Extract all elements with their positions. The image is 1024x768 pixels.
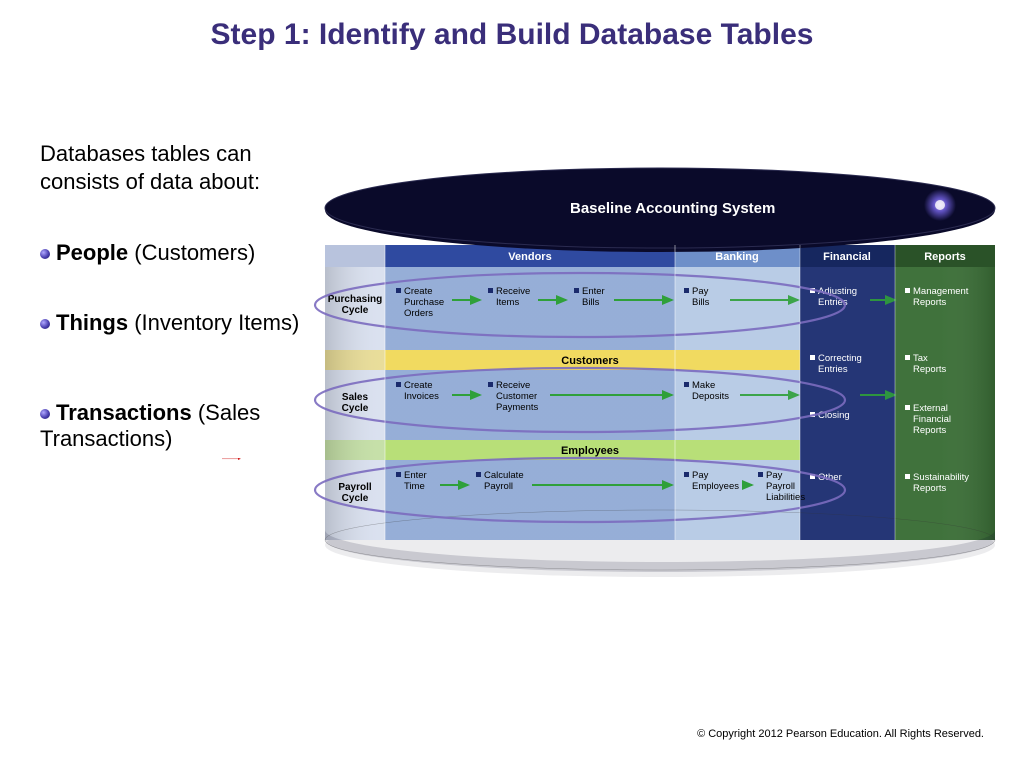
band-employees-label: Employees — [561, 445, 619, 457]
svg-text:ExternalFinancialReports: ExternalFinancialReports — [913, 403, 951, 436]
bullet-bold: Transactions — [56, 400, 192, 425]
bullet-things: Things (Inventory Items) — [40, 310, 300, 336]
bullet-transactions: Transactions (Sales Transactions) — [40, 400, 300, 453]
band-customers-label: Customers — [561, 355, 618, 367]
bullet-icon — [40, 409, 50, 419]
cycle-payroll-label: PayrollCycle — [338, 482, 372, 504]
bullet-icon — [40, 249, 50, 259]
bullet-rest: (Customers) — [128, 240, 255, 265]
band-reports-label: Reports — [924, 251, 966, 263]
bullet-bold: People — [56, 240, 128, 265]
bullet-rest: (Inventory Items) — [128, 310, 299, 335]
svg-text:Closing: Closing — [818, 410, 850, 421]
cycle-sales-label: SalesCycle — [342, 392, 369, 414]
bullet-icon — [40, 319, 50, 329]
svg-text:EnterTime: EnterTime — [404, 470, 427, 492]
band-banking-label: Banking — [715, 251, 758, 263]
baseline-accounting-diagram: Vendors Banking Financial Reports Baseli… — [300, 150, 1000, 580]
diagram-header-title: Baseline Accounting System — [570, 200, 775, 217]
band-vendors-label: Vendors — [508, 251, 551, 263]
bullet-bold: Things — [56, 310, 128, 335]
intro-text: Databases tables can consists of data ab… — [40, 140, 300, 195]
arrow-red-icon — [182, 458, 282, 460]
svg-text:PayBills: PayBills — [692, 286, 710, 308]
copyright-text: © Copyright 2012 Pearson Education. All … — [697, 728, 984, 740]
bullet-people: People (Customers) — [40, 240, 300, 266]
page-title: Step 1: Identify and Build Database Tabl… — [0, 18, 1024, 52]
band-financial-label: Financial — [823, 251, 871, 263]
